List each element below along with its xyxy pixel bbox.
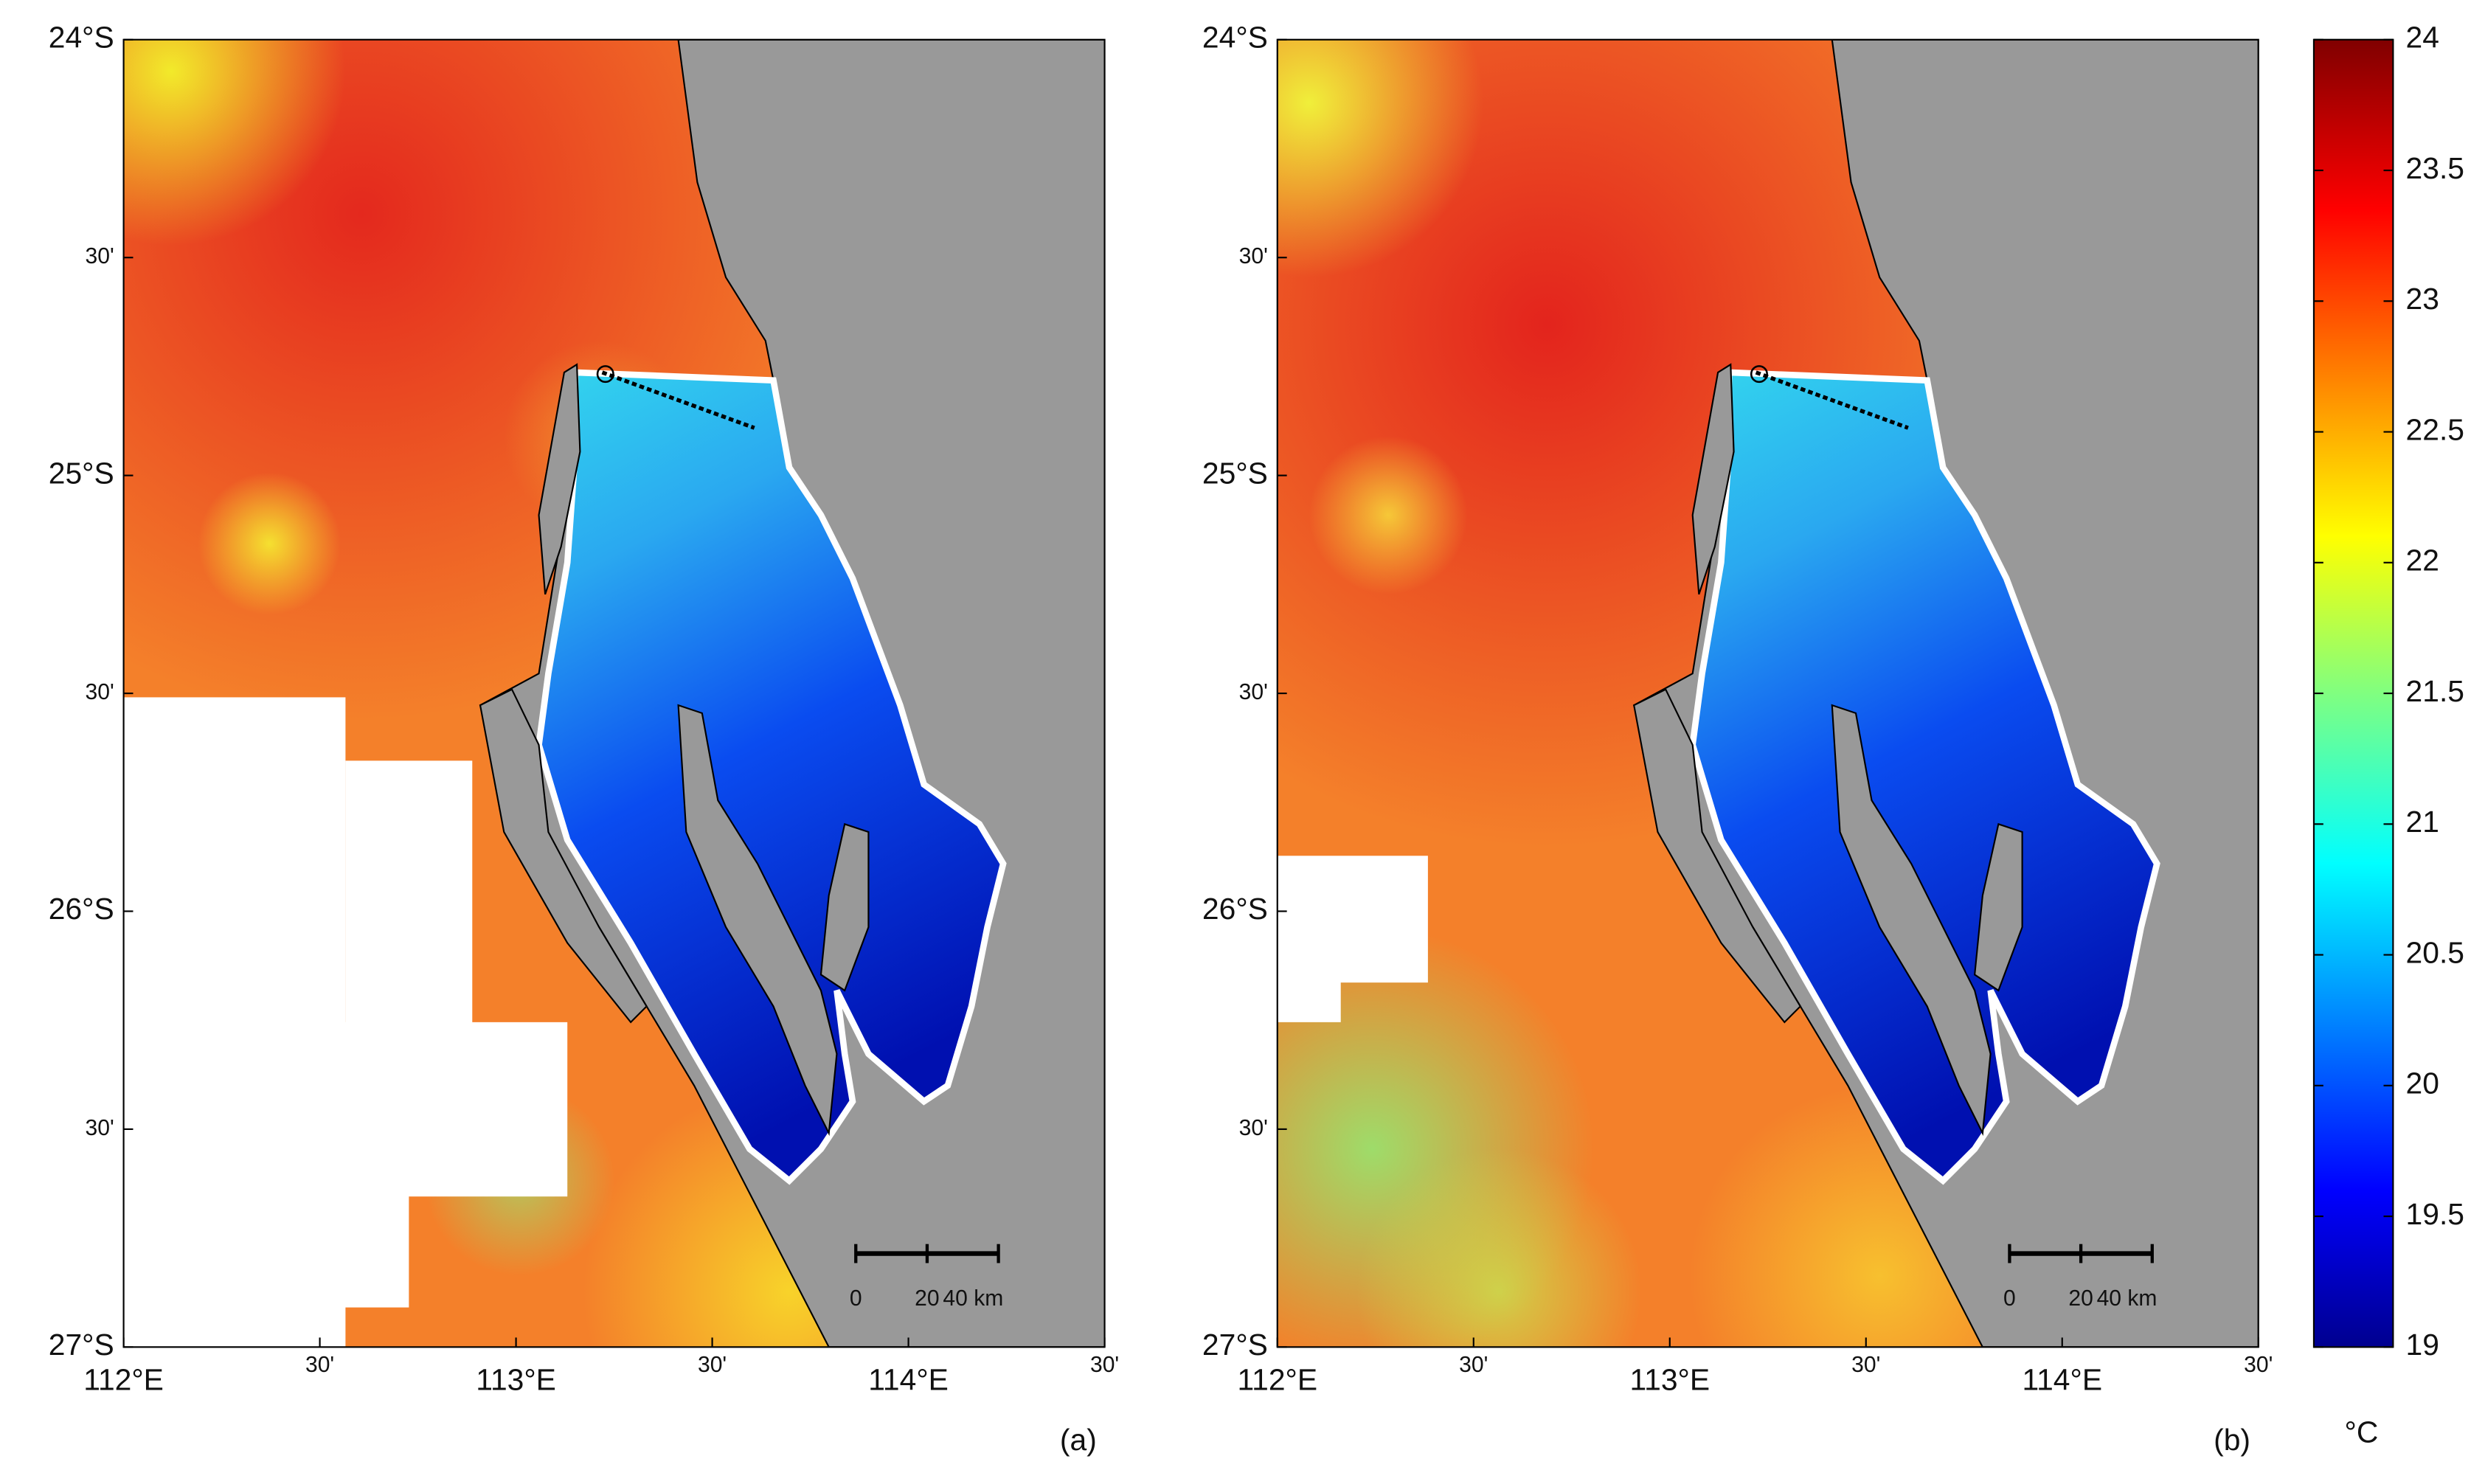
scale-label: 40 km [943,1286,1003,1311]
sst-blob [1356,1148,1642,1348]
colorbar-unit: °C [2345,1415,2379,1449]
lat-label: 25°S [1202,456,1268,490]
lat-label: 25°S [49,456,114,490]
map-area [123,39,1105,1348]
colorbar-tick-label: 19 [2406,1328,2439,1362]
land [819,822,870,992]
lon-label: 30' [1851,1353,1880,1377]
lon-label: 30' [2244,1353,2273,1377]
bay-water [1689,369,2160,1185]
transect [601,370,755,430]
sst-blob [198,472,341,615]
scale-label: 0 [850,1286,862,1311]
station [596,365,614,384]
lat-label: 30' [1239,1116,1268,1140]
lat-label: 26°S [49,892,114,926]
no-data [1277,958,1341,1022]
lon-label: 30' [305,1353,334,1377]
sst-blob [1277,39,1484,277]
lon-label: 113°E [476,1362,556,1396]
colorbar-tick-label: 24 [2406,21,2439,55]
colorbar-tick-label: 22 [2406,544,2439,578]
land [1632,688,1802,1024]
bay-water [536,369,1007,1185]
colorbar [2312,38,2394,1348]
colorbar-tick-label: 20 [2406,1067,2439,1100]
sst-blob [1309,435,1468,594]
lat-label: 30' [85,244,114,268]
colorbar-tick-label: 20.5 [2406,935,2464,969]
lat-label: 27°S [49,1328,114,1362]
station [1750,365,1768,384]
lon-label: 113°E [1629,1362,1710,1396]
land [1691,363,1735,595]
lat-label: 26°S [1202,892,1268,926]
panel-label: (a) [1060,1423,1097,1457]
colorbar-tick-label: 23.5 [2406,151,2464,185]
land [479,688,648,1024]
lat-label: 30' [85,1116,114,1140]
colorbar-tick-label: 19.5 [2406,1197,2464,1231]
panel-label: (b) [2214,1423,2250,1457]
lat-label: 24°S [49,21,114,55]
land [677,704,838,1137]
lon-label: 114°E [2022,1362,2102,1396]
map-area [1277,39,2259,1348]
map-frame [122,38,1106,1348]
lon-label: 30' [698,1353,727,1377]
colorbar-tick-label: 21.5 [2406,674,2464,708]
land [1974,822,2023,992]
lon-label: 112°E [1237,1362,1317,1396]
lon-label: 30' [1459,1353,1488,1377]
lat-label: 30' [1239,680,1268,704]
colorbar-tick-label: 21 [2406,805,2439,839]
lon-label: 112°E [83,1362,164,1396]
land [538,363,581,595]
no-data [171,1148,409,1308]
land [1831,704,1992,1137]
colorbar-tick-label: 23 [2406,282,2439,316]
lat-label: 24°S [1202,21,1268,55]
scale-label: 0 [2003,1286,2016,1311]
lat-label: 27°S [1202,1328,1268,1362]
scale-label: 40 km [2097,1286,2158,1311]
scale-label: 20 [2068,1286,2093,1311]
scale-label: 20 [915,1286,939,1311]
lat-label: 30' [85,680,114,704]
colorbar-tick-label: 22.5 [2406,412,2464,446]
transect [1755,370,1909,430]
lon-label: 114°E [868,1362,949,1396]
sst-blob [123,39,346,246]
lon-label: 30' [1090,1353,1119,1377]
lat-label: 30' [1239,244,1268,268]
